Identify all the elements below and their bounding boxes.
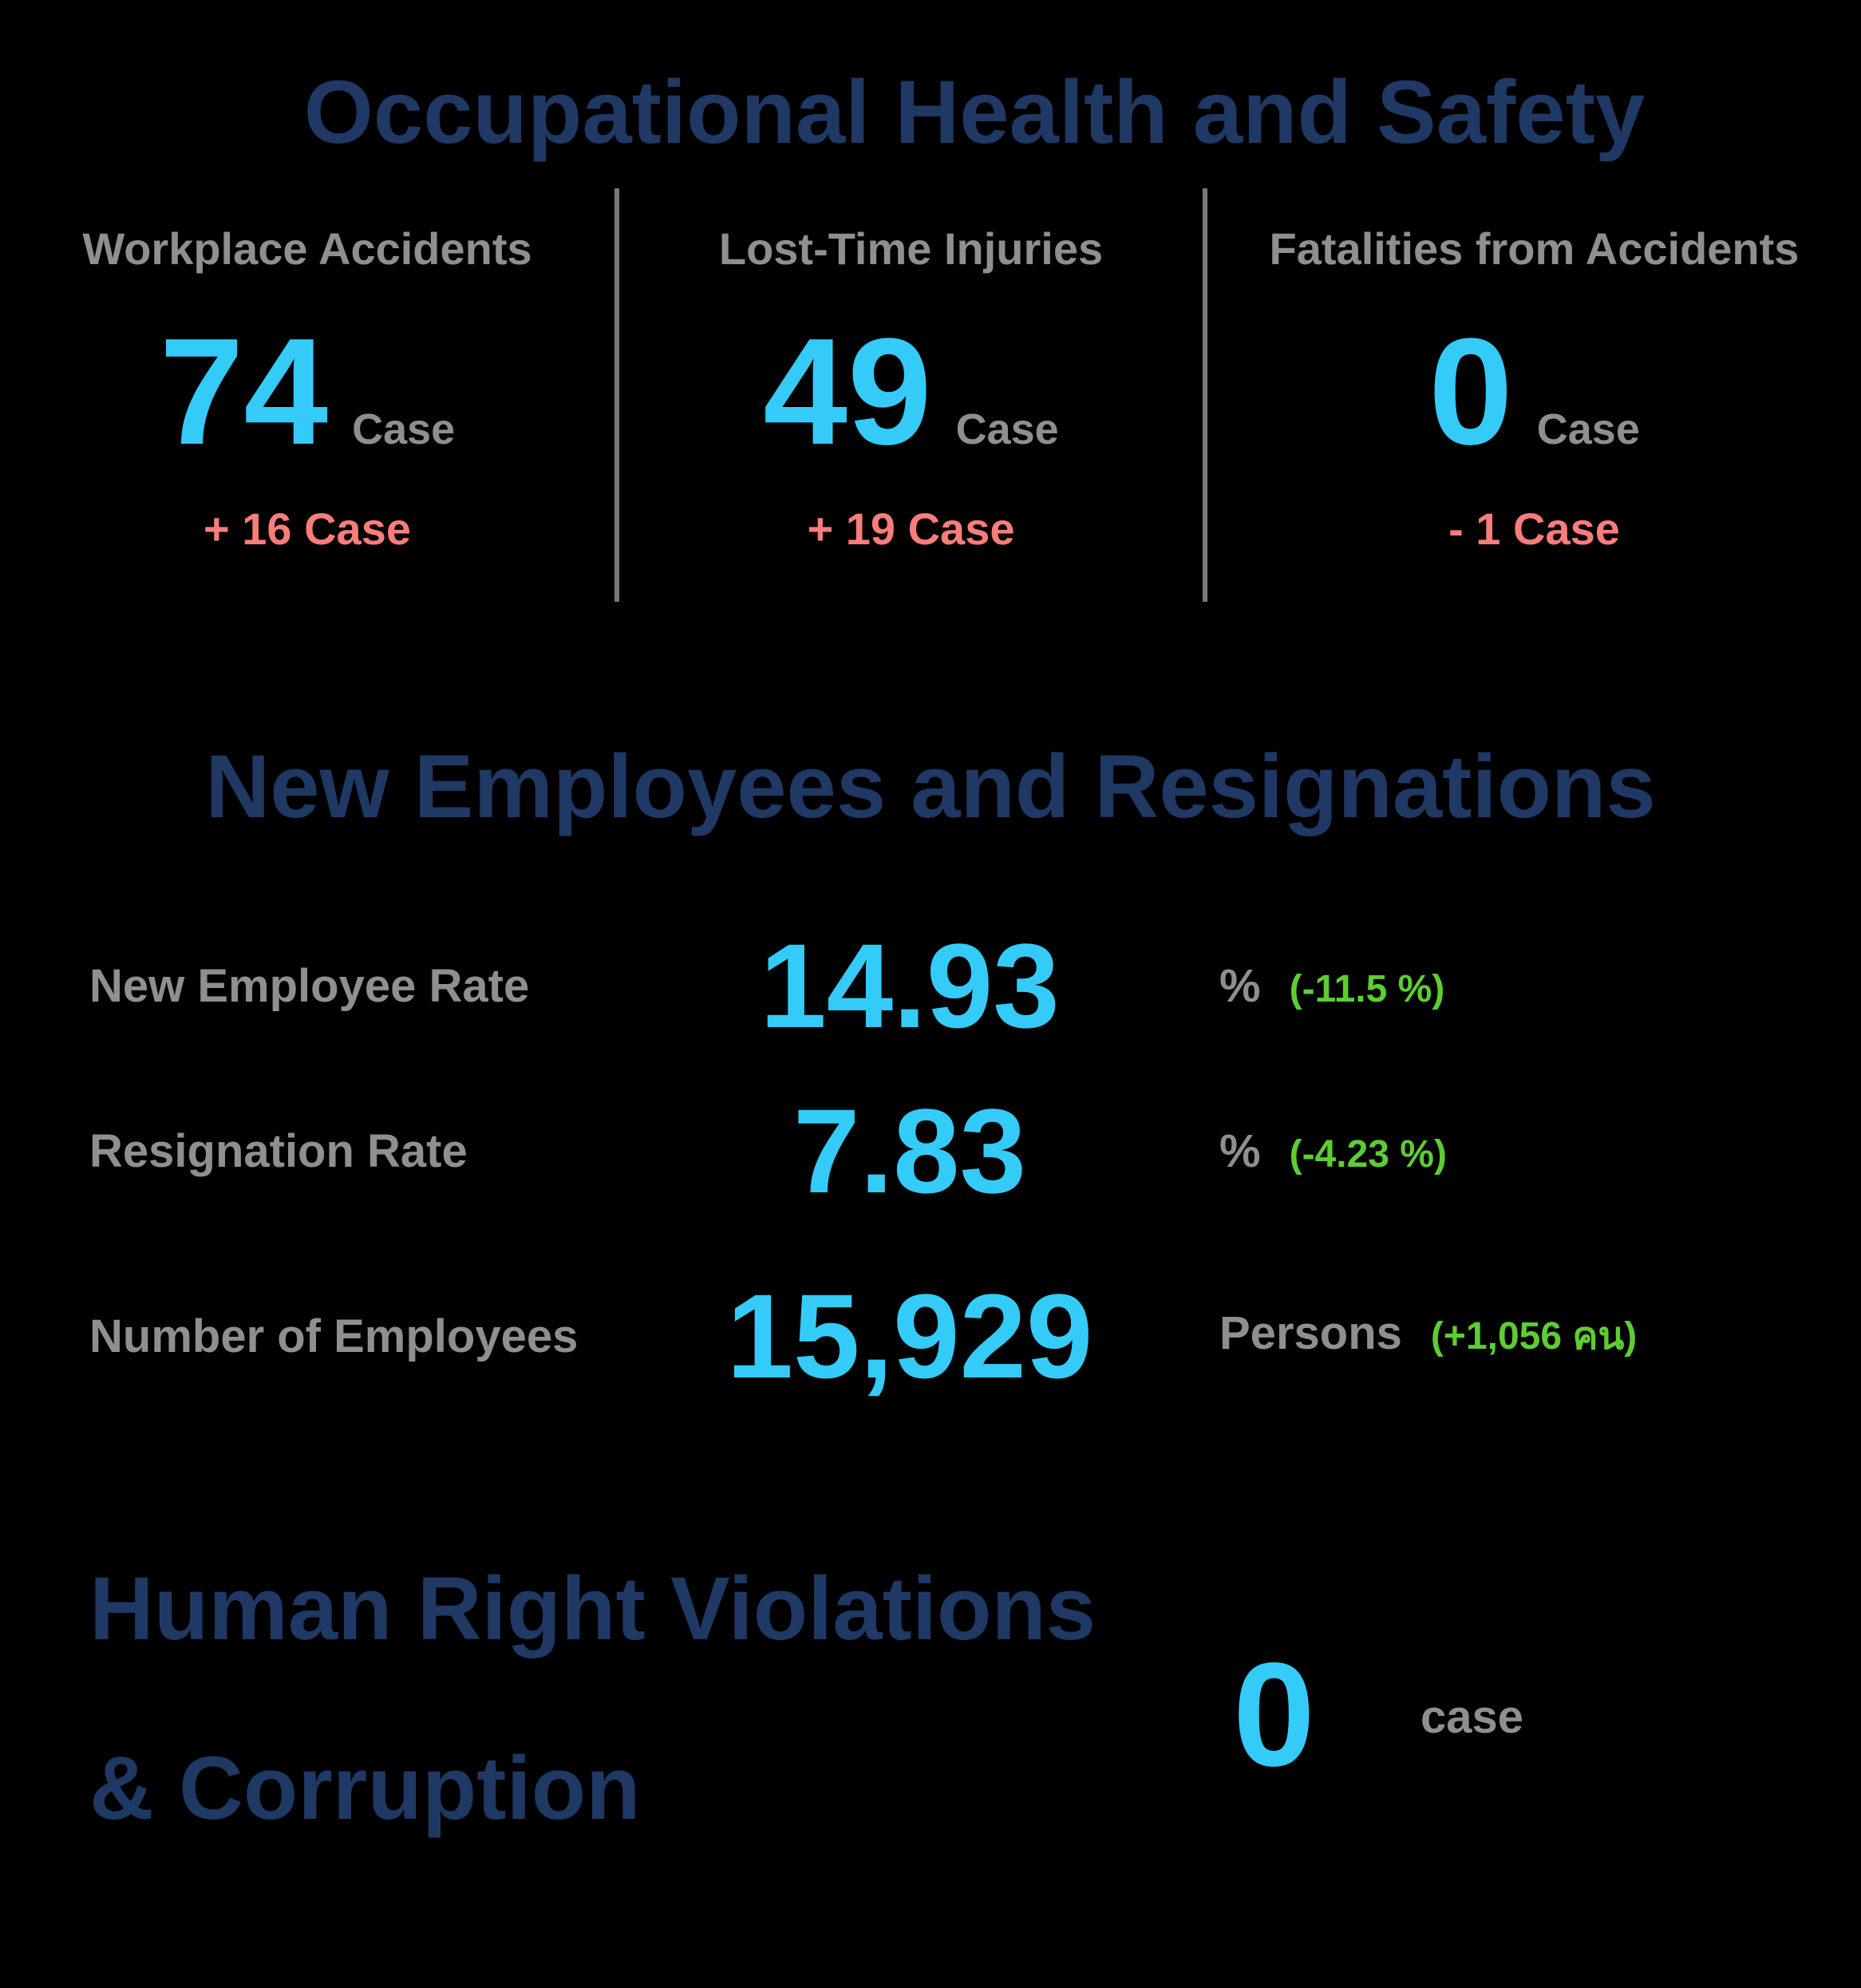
number-of-employees-value: 15,929 bbox=[726, 1269, 1093, 1403]
number-of-employees-label: Number of Employees bbox=[89, 1310, 579, 1362]
workplace-accidents-label: Workplace Accidents bbox=[82, 223, 532, 274]
fatalities-unit: Case bbox=[1536, 405, 1640, 454]
number-of-employees-unit: Persons bbox=[1219, 1307, 1402, 1359]
workplace-accidents-value-line: 74 Case bbox=[160, 316, 455, 468]
violations-value: 0 bbox=[1233, 1633, 1315, 1797]
lost-time-injuries-delta: + 19 Case bbox=[807, 504, 1015, 555]
workplace-accidents-unit: Case bbox=[352, 405, 456, 454]
new-employee-rate-unit: % bbox=[1219, 959, 1261, 1012]
violations-unit: case bbox=[1420, 1691, 1524, 1743]
fatalities-delta: - 1 Case bbox=[1448, 504, 1620, 555]
violations-title-line-2: & Corruption bbox=[89, 1738, 641, 1838]
workplace-accidents-column: Workplace Accidents 74 Case + 16 Case bbox=[0, 188, 614, 602]
fatalities-label: Fatalities from Accidents bbox=[1269, 223, 1800, 274]
workplace-accidents-delta: + 16 Case bbox=[203, 504, 411, 555]
number-of-employees-row: Number of Employees 15,929 Persons (+1,0… bbox=[0, 1268, 1861, 1404]
new-employee-rate-unit-group: % (-11.5 %) bbox=[1219, 959, 1444, 1013]
column-divider-1 bbox=[614, 188, 619, 602]
number-of-employees-unit-group: Persons (+1,056 คน) bbox=[1219, 1306, 1637, 1366]
column-divider-2 bbox=[1203, 188, 1207, 602]
lost-time-injuries-label: Lost-Time Injuries bbox=[718, 223, 1104, 274]
resignation-rate-unit: % bbox=[1219, 1124, 1261, 1177]
resignation-rate-row: Resignation Rate 7.83 % (-4.23 %) bbox=[0, 1083, 1861, 1219]
new-employee-rate-value: 14.93 bbox=[760, 919, 1060, 1053]
lost-time-injuries-value-line: 49 Case bbox=[763, 316, 1058, 468]
resignation-rate-value: 7.83 bbox=[793, 1084, 1026, 1218]
section-title-occupational-health: Occupational Health and Safety bbox=[303, 62, 1646, 162]
violations-title-line-1: Human Right Violations bbox=[89, 1559, 1096, 1658]
fatalities-column: Fatalities from Accidents 0 Case - 1 Cas… bbox=[1207, 188, 1861, 602]
number-of-employees-delta: (+1,056 คน) bbox=[1430, 1315, 1638, 1358]
fatalities-value: 0 bbox=[1428, 307, 1513, 477]
lost-time-injuries-value: 49 bbox=[763, 307, 932, 477]
resignation-rate-delta: (-4.23 %) bbox=[1289, 1132, 1447, 1176]
resignation-rate-label: Resignation Rate bbox=[89, 1124, 468, 1177]
section-title-new-employees: New Employees and Resignations bbox=[205, 737, 1656, 836]
workplace-accidents-value: 74 bbox=[159, 307, 329, 477]
fatalities-value-line: 0 Case bbox=[1428, 316, 1640, 468]
new-employee-rate-label: New Employee Rate bbox=[89, 959, 530, 1012]
resignation-rate-unit-group: % (-4.23 %) bbox=[1219, 1124, 1447, 1178]
lost-time-injuries-column: Lost-Time Injuries 49 Case + 19 Case bbox=[619, 188, 1203, 602]
new-employee-rate-delta: (-11.5 %) bbox=[1289, 967, 1445, 1010]
new-employee-rate-row: New Employee Rate 14.93 % (-11.5 %) bbox=[0, 918, 1861, 1053]
lost-time-injuries-unit: Case bbox=[955, 405, 1059, 454]
